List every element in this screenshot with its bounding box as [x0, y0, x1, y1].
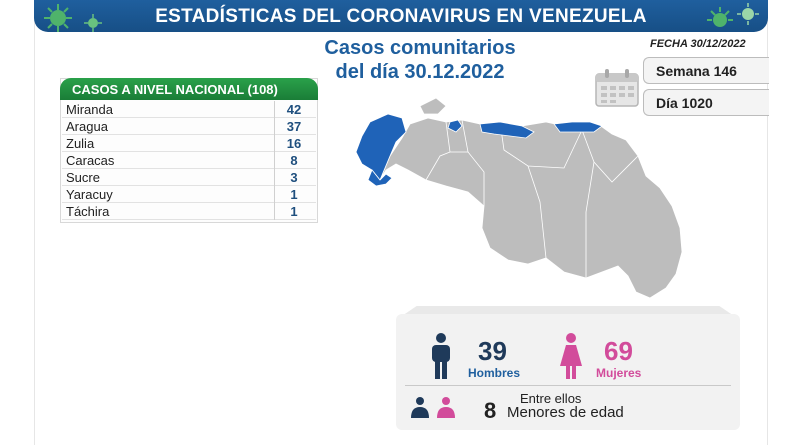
- case-count: 16: [286, 136, 302, 151]
- stats-divider: [405, 385, 731, 386]
- cases-table: [60, 78, 318, 223]
- case-count: 37: [286, 119, 302, 134]
- state-name: Zulia: [66, 136, 95, 151]
- table-row: Caracas 8: [62, 152, 316, 169]
- header-banner: ESTADÍSTICAS DEL CORONAVIRUS EN VENEZUEL…: [34, 0, 768, 32]
- virus-icon: [707, 3, 759, 27]
- male-icon: [432, 333, 450, 379]
- subtitle-line2: del día 30.12.2022: [335, 61, 505, 83]
- state-name: Aragua: [66, 119, 108, 134]
- map-sucre: [553, 121, 603, 133]
- child-icon: [411, 397, 455, 418]
- table-row: Aragua 37: [62, 118, 316, 135]
- table-row: Sucre 3: [62, 169, 316, 186]
- among-them-label: Entre ellos: [520, 391, 582, 406]
- table-row: Táchira 1: [62, 203, 316, 220]
- table-row: Zulia 16: [62, 135, 316, 152]
- page-title: ESTADÍSTICAS DEL CORONAVIRUS EN VENEZUEL…: [155, 6, 647, 27]
- men-count: 39: [478, 336, 507, 366]
- subtitle-line1: Casos comunitarios: [324, 37, 516, 59]
- state-name: Sucre: [66, 170, 100, 185]
- female-icon: [560, 333, 582, 379]
- map-aragua-miranda-caracas: [479, 121, 535, 139]
- virus-icon: [44, 4, 72, 32]
- virus-icon: [84, 14, 102, 32]
- case-count: 8: [290, 153, 298, 168]
- table-row: Miranda 42: [62, 101, 316, 118]
- state-name: Yaracuy: [66, 187, 113, 202]
- women-label: Mujeres: [596, 366, 642, 380]
- week-badge: Semana 146: [643, 57, 769, 84]
- state-name: Caracas: [66, 153, 115, 168]
- calendar-icon: [595, 69, 639, 107]
- women-count: 69: [604, 336, 633, 366]
- venezuela-map: [355, 97, 683, 299]
- state-name: Miranda: [66, 102, 113, 117]
- case-count: 1: [290, 204, 298, 219]
- minors-count: 8: [484, 398, 497, 423]
- map-zulia: [355, 113, 407, 181]
- map-tachira: [367, 169, 393, 187]
- cases-table-header: CASOS A NIVEL NACIONAL (108): [60, 78, 318, 100]
- case-count: 42: [286, 102, 302, 117]
- map-yaracuy: [447, 119, 463, 133]
- map-mainland: [379, 117, 683, 299]
- day-badge: Día 1020: [643, 89, 769, 116]
- date-label: FECHA 30/12/2022: [650, 38, 746, 50]
- subtitle: Casos comunitarios del día 30.12.2022: [300, 36, 540, 84]
- table-row: Yaracuy 1: [62, 186, 316, 203]
- state-name: Táchira: [66, 204, 110, 219]
- men-label: Hombres: [468, 366, 521, 380]
- case-count: 1: [290, 187, 298, 202]
- case-count: 3: [290, 170, 298, 185]
- minors-label: Menores de edad: [507, 404, 624, 421]
